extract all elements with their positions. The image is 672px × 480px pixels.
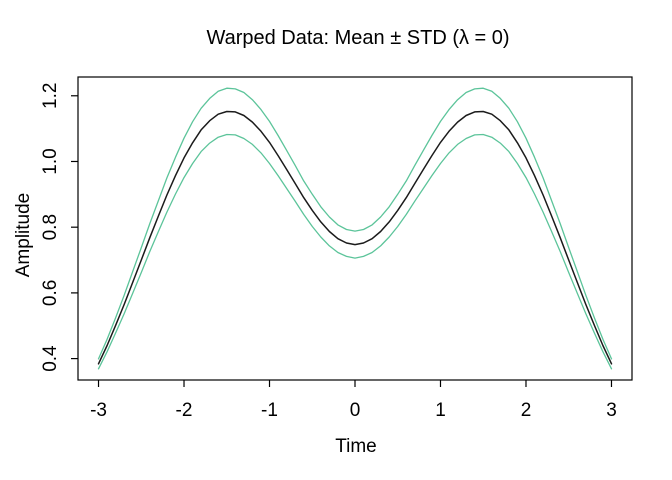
plot-box — [77, 76, 633, 381]
mean-curve — [97, 110, 613, 365]
x-tick-label: 0 — [350, 400, 361, 421]
y-axis-title: Amplitude — [13, 193, 34, 278]
mean-minus-std-curve — [97, 133, 613, 370]
x-axis-title: Time — [335, 436, 377, 457]
x-tick-label: 1 — [435, 400, 446, 421]
y-tick-label: 1.0 — [40, 148, 61, 174]
x-tick-label: 3 — [606, 400, 617, 421]
mean-plus-std-curve — [97, 87, 613, 360]
y-tick-label: 0.6 — [40, 280, 61, 306]
x-tick-label: 2 — [521, 400, 532, 421]
chart-title: Warped Data: Mean ± STD (λ = 0) — [206, 27, 509, 49]
x-tick-label: -3 — [90, 400, 107, 421]
y-tick-label: 1.2 — [40, 83, 61, 109]
y-tick-label: 0.4 — [40, 345, 61, 372]
plot-area: -3 -2 -1 0 1 2 3 0.4 0.6 0.8 1.0 1.2 — [40, 76, 633, 421]
x-tick-label: -1 — [261, 400, 278, 421]
x-tick-label: -2 — [176, 400, 193, 421]
y-tick-label: 0.8 — [40, 214, 61, 240]
